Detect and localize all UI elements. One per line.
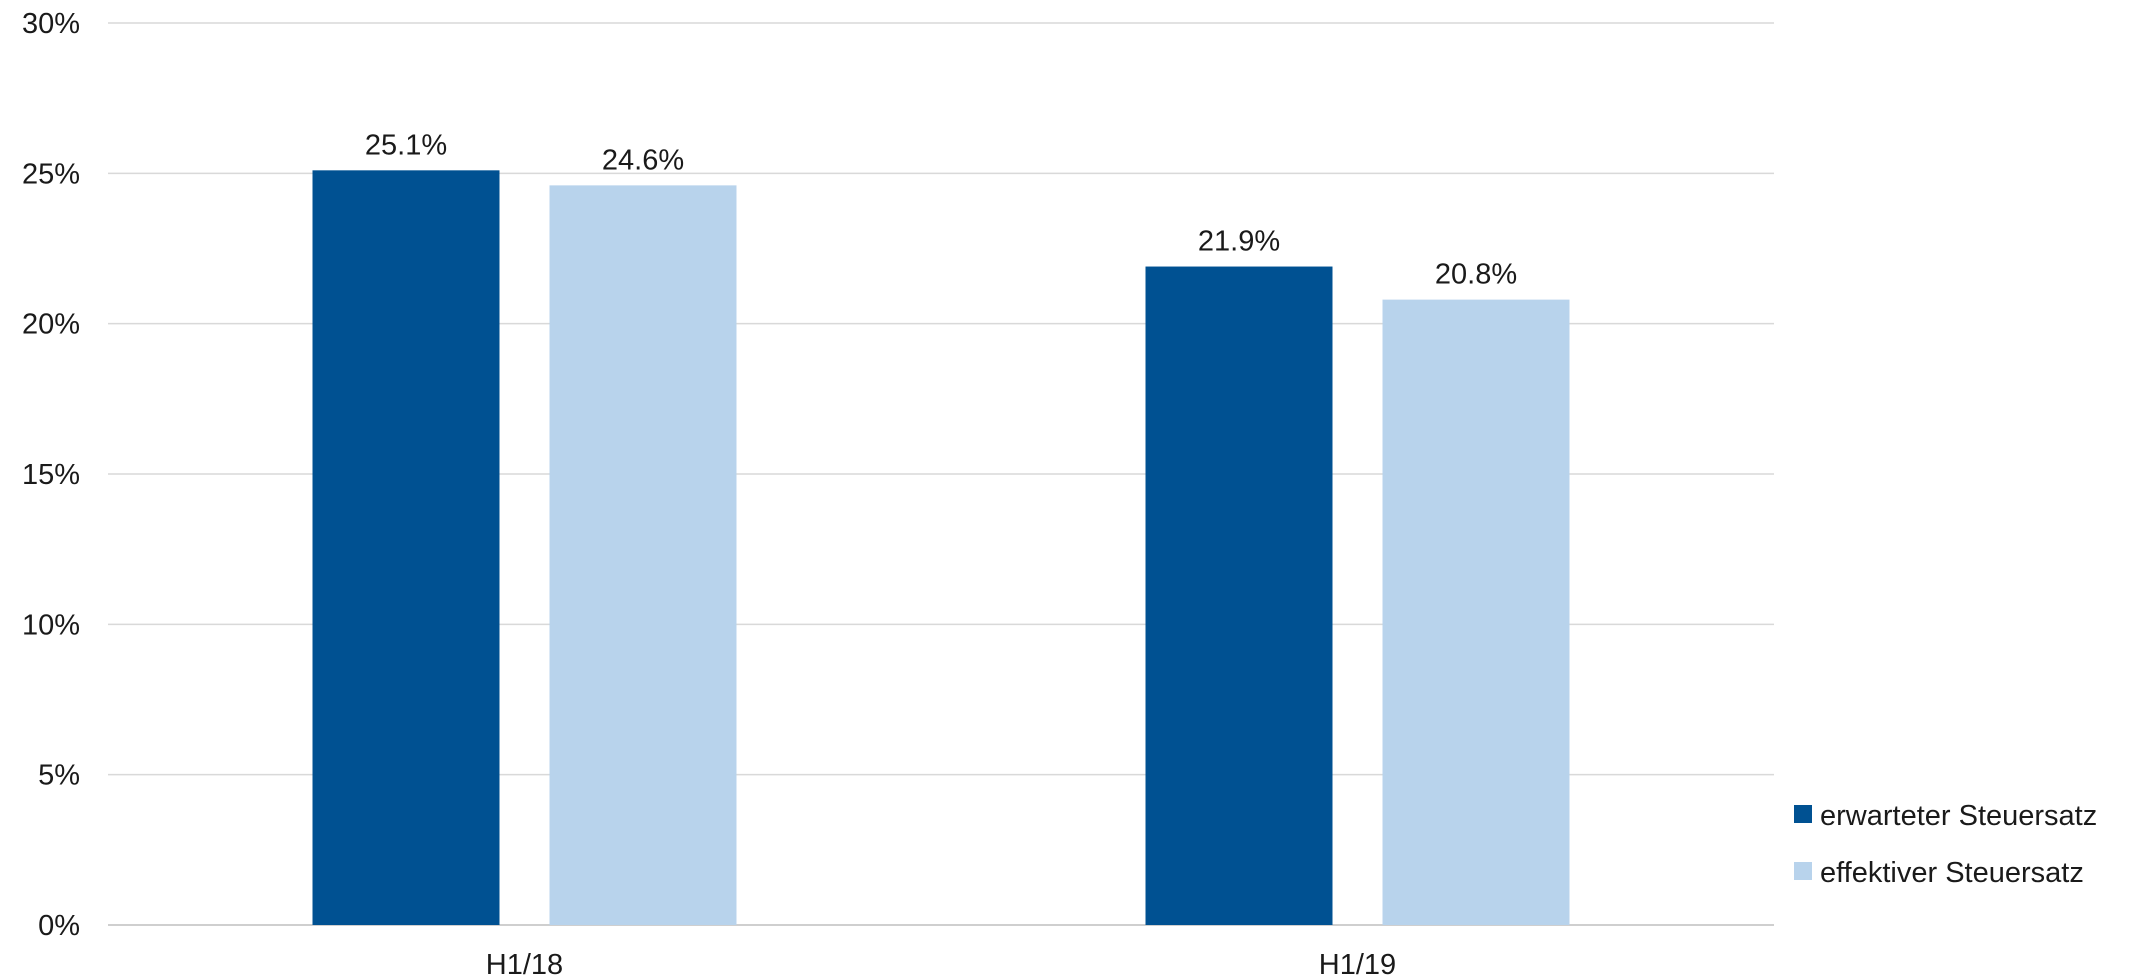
bar-erwarteter-h1-19 [1145, 266, 1333, 925]
legend: erwarteter Steuersatz effektiver Steuersa… [1794, 800, 2097, 889]
y-tick-label: 25% [22, 158, 80, 190]
y-axis-tick-labels: 0% 5% 10% 15% 20% 25% 30% [22, 8, 80, 942]
y-tick-label: 0% [38, 910, 80, 942]
data-label: 24.6% [602, 144, 684, 176]
legend-label: erwarteter Steuersatz [1820, 800, 2097, 832]
data-label: 20.8% [1435, 259, 1517, 291]
data-labels: 25.1% 24.6% 21.9% 20.8% [365, 129, 1517, 290]
y-tick-label: 20% [22, 309, 80, 341]
data-label: 21.9% [1198, 226, 1280, 258]
y-tick-label: 5% [38, 760, 80, 792]
x-axis-tick-labels: H1/18 H1/19 [486, 949, 1396, 979]
x-tick-label: H1/18 [486, 949, 563, 979]
bar-erwarteter-h1-18 [312, 170, 500, 925]
y-tick-label: 15% [22, 459, 80, 491]
bars [312, 170, 1570, 926]
x-tick-label: H1/19 [1319, 949, 1396, 979]
legend-label: effektiver Steuersatz [1820, 857, 2084, 889]
y-tick-label: 30% [22, 8, 80, 40]
legend-swatch [1794, 805, 1812, 823]
y-tick-label: 10% [22, 609, 80, 641]
bar-effektiver-h1-19 [1382, 299, 1570, 925]
bar-effektiver-h1-18 [549, 185, 737, 926]
data-label: 25.1% [365, 129, 447, 161]
legend-swatch [1794, 862, 1812, 880]
